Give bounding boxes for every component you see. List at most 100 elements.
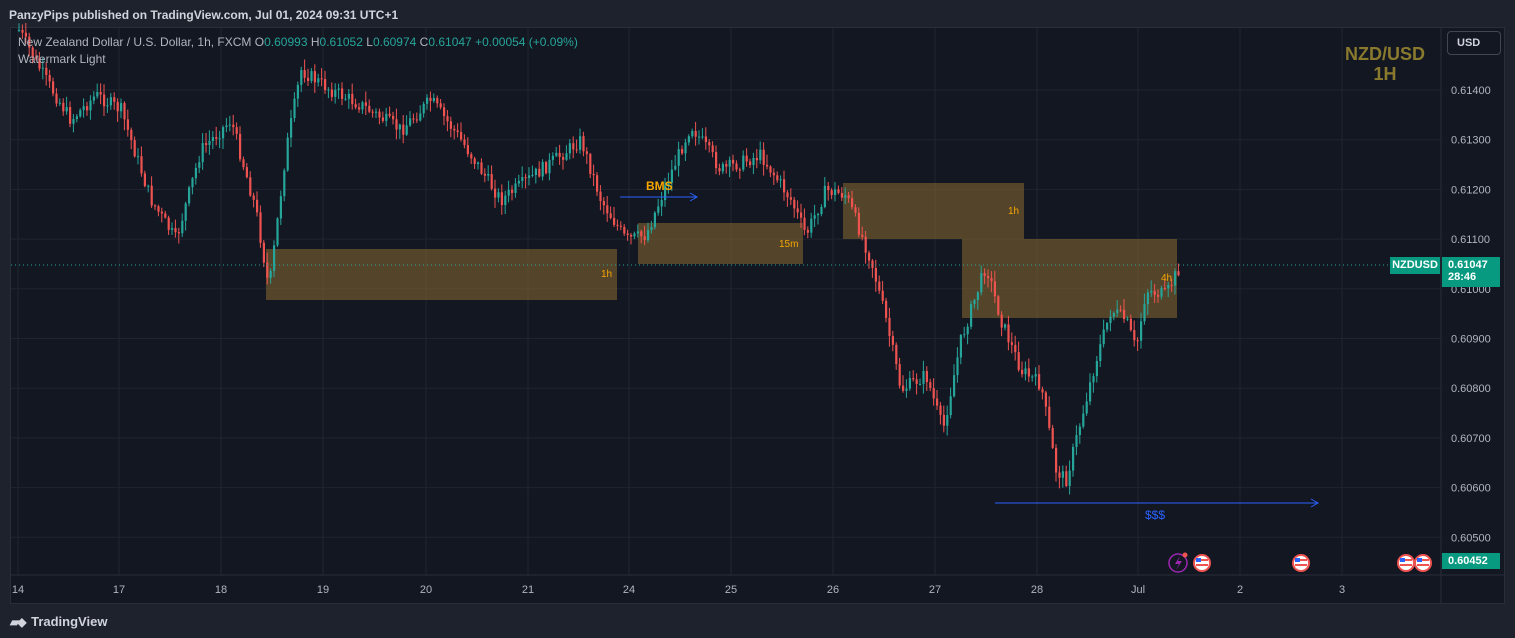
candle bbox=[320, 68, 323, 87]
candle bbox=[643, 225, 646, 246]
zone-1h-left-label: 1h bbox=[601, 269, 612, 280]
price-tick-label: 0.60600 bbox=[1451, 483, 1491, 495]
candle bbox=[1048, 396, 1051, 431]
ohlc-low-label: L bbox=[366, 35, 373, 49]
us-flag-icon[interactable] bbox=[1397, 554, 1415, 572]
candle bbox=[1133, 320, 1136, 347]
candle bbox=[915, 373, 918, 395]
candle bbox=[769, 165, 772, 178]
candle bbox=[198, 155, 201, 174]
candle bbox=[167, 215, 170, 235]
candle bbox=[412, 113, 415, 124]
indicator-legend[interactable]: Watermark Light bbox=[18, 52, 106, 66]
candle bbox=[89, 95, 92, 120]
candle bbox=[728, 156, 731, 178]
us-flag-icon[interactable] bbox=[1414, 554, 1432, 572]
symbol-price-tag: NZDUSD bbox=[1390, 257, 1440, 274]
candle bbox=[303, 59, 306, 83]
price-tick-label: 0.60500 bbox=[1451, 532, 1491, 544]
candle bbox=[1034, 367, 1037, 386]
supply-demand-zones bbox=[266, 183, 1177, 318]
candle bbox=[21, 24, 24, 39]
candle bbox=[851, 190, 854, 210]
candle bbox=[456, 123, 459, 138]
candle bbox=[602, 197, 605, 215]
candle bbox=[793, 196, 796, 218]
candle bbox=[735, 160, 738, 172]
candle bbox=[429, 91, 432, 112]
price-tick-label: 0.61200 bbox=[1451, 184, 1491, 196]
candle bbox=[558, 144, 561, 165]
candle bbox=[936, 390, 939, 411]
candle bbox=[174, 219, 177, 238]
price-axis[interactable]: 0.614000.613000.612000.611000.610000.609… bbox=[1451, 85, 1491, 544]
currency-button[interactable]: USD bbox=[1447, 31, 1501, 55]
time-tick-label: 18 bbox=[215, 584, 227, 596]
candle bbox=[579, 128, 582, 154]
candle bbox=[477, 161, 480, 170]
zone-1h-right bbox=[843, 183, 1024, 239]
time-axis[interactable]: 14 17 18 19 20 21 24 25 26 27 28 Jul 2 3 bbox=[12, 584, 1345, 596]
candle bbox=[256, 191, 259, 217]
candle bbox=[35, 49, 38, 61]
candle bbox=[694, 121, 697, 146]
candle bbox=[385, 107, 388, 127]
candle bbox=[555, 146, 558, 158]
candle bbox=[670, 159, 673, 192]
candle bbox=[953, 364, 956, 398]
candle bbox=[232, 114, 235, 136]
symbol-legend[interactable]: New Zealand Dollar / U.S. Dollar, 1h, FX… bbox=[18, 35, 578, 49]
candle bbox=[993, 270, 996, 304]
candle bbox=[847, 191, 850, 203]
candle bbox=[660, 191, 663, 217]
candle bbox=[653, 211, 656, 230]
candle bbox=[245, 162, 248, 179]
candle bbox=[1068, 460, 1071, 495]
candle bbox=[1146, 289, 1149, 316]
candle bbox=[619, 221, 622, 231]
candle bbox=[1177, 263, 1180, 277]
time-tick-label: 14 bbox=[12, 584, 24, 596]
candle bbox=[1055, 444, 1058, 482]
candle bbox=[827, 181, 830, 201]
candle bbox=[351, 83, 354, 110]
chart-frame[interactable] bbox=[10, 27, 1505, 604]
candle bbox=[279, 190, 282, 225]
candle bbox=[65, 96, 68, 115]
candle bbox=[432, 93, 435, 103]
candle bbox=[959, 333, 962, 365]
candle bbox=[157, 204, 160, 217]
tradingview-brand[interactable]: ▰◆ TradingView bbox=[10, 614, 107, 629]
candle bbox=[1150, 280, 1153, 297]
candle bbox=[630, 232, 633, 245]
candle bbox=[881, 280, 884, 305]
candle bbox=[96, 83, 99, 99]
candle bbox=[181, 213, 184, 237]
candle bbox=[990, 271, 993, 293]
candle bbox=[276, 217, 279, 247]
publish-header: PanzyPips published on TradingView.com, … bbox=[0, 0, 1515, 28]
time-tick-label: 26 bbox=[827, 584, 839, 596]
candle bbox=[337, 83, 340, 100]
candle bbox=[259, 205, 262, 248]
candle bbox=[28, 32, 31, 57]
lightning-event-icon[interactable] bbox=[1168, 552, 1188, 573]
candle bbox=[269, 268, 272, 284]
candle bbox=[854, 204, 857, 217]
candle bbox=[307, 68, 310, 87]
candle bbox=[592, 164, 595, 187]
candle bbox=[120, 98, 123, 119]
us-flag-icon[interactable] bbox=[1193, 554, 1211, 572]
ohlc-close-value: 0.61047 bbox=[428, 35, 472, 49]
candle bbox=[266, 252, 269, 285]
candle bbox=[18, 23, 21, 33]
candle bbox=[701, 128, 704, 140]
us-flag-icon[interactable] bbox=[1292, 554, 1310, 572]
candle bbox=[470, 152, 473, 165]
symbol-watermark: NZD/USD 1H bbox=[1330, 44, 1440, 84]
candle bbox=[1058, 465, 1061, 489]
candle bbox=[562, 152, 565, 170]
candle bbox=[755, 149, 758, 169]
candle bbox=[976, 291, 979, 310]
